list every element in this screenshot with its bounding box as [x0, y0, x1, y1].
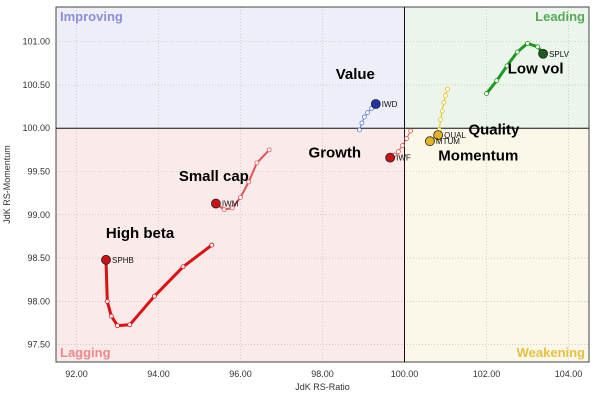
quadrant-weakening	[404, 128, 589, 362]
plot-frame	[55, 6, 590, 363]
series-sphb-point	[151, 293, 157, 299]
annotation-small-cap: Small cap	[179, 168, 249, 185]
series-splv-point	[504, 63, 510, 69]
y-tick-label: 100.00	[22, 123, 50, 133]
series-iwd-head	[370, 99, 381, 109]
series-qual-head	[433, 130, 444, 141]
series-sphb-tail	[104, 243, 214, 328]
quadrant-leading	[404, 7, 589, 129]
x-tick-label: 98.00	[311, 369, 334, 379]
series-splv-point	[494, 78, 500, 83]
series-iwd-point	[365, 110, 371, 116]
series-iwm-head	[210, 198, 221, 209]
series-iwd-point	[359, 120, 365, 126]
series-iwm-point	[266, 147, 272, 153]
series-sphb-head	[101, 254, 111, 265]
series-iwf-head	[385, 152, 396, 163]
y-tick-label: 98.00	[27, 296, 50, 306]
x-tick-label: 104.00	[555, 369, 583, 379]
x-tick-label: 94.00	[147, 369, 170, 379]
series-splv-point	[535, 44, 541, 50]
series-mtum-label: MTUM	[436, 137, 460, 146]
series-iwd-point	[356, 127, 362, 133]
series-iwf-point	[400, 143, 405, 148]
annotation-growth: Growth	[309, 145, 362, 162]
x-tick-label: 96.00	[229, 369, 252, 379]
series-iwf-point	[395, 149, 401, 154]
y-tick-label: 99.00	[27, 210, 50, 220]
series-sphb-point	[127, 322, 133, 328]
series-iwf-label: IWF	[396, 154, 411, 163]
quadrant-label-improving: Improving	[60, 9, 123, 24]
y-tick-label: 98.50	[27, 253, 50, 263]
annotation-momentum: Momentum	[438, 147, 518, 164]
series-qual-point	[441, 99, 447, 105]
quadrant-label-lagging: Lagging	[60, 345, 111, 360]
quadrant-label-weakening: Weakening	[517, 345, 585, 360]
series-splv-label: SPLV	[549, 50, 570, 59]
y-tick-label: 101.00	[22, 37, 50, 47]
series-iwm-point	[221, 207, 227, 213]
quadrant-improving	[56, 7, 405, 129]
series-sphb-point	[209, 242, 215, 248]
series-qual-point	[443, 92, 448, 98]
quadrant-lagging	[56, 128, 405, 362]
series-splv-head	[538, 48, 548, 59]
series-sphb-label: SPHB	[112, 256, 134, 265]
series-iwd-point	[361, 114, 367, 120]
series-splv-point	[525, 40, 530, 46]
series-iwm-point	[254, 160, 260, 166]
y-tick-label: 100.50	[22, 80, 50, 90]
quadrant-label-leading: Leading	[535, 9, 585, 24]
series-iwd-label: IWD	[382, 100, 398, 109]
x-tick-label: 102.00	[473, 369, 501, 379]
series-iwf-point	[408, 128, 414, 134]
series-qual-point	[445, 86, 450, 92]
y-tick-label: 97.50	[27, 340, 50, 350]
series-sphb-point	[108, 313, 114, 319]
annotation-quality: Quality	[468, 121, 520, 138]
x-axis-title: JdK RS-Ratio	[295, 382, 350, 392]
series-mtum-head	[425, 136, 435, 147]
series-splv-point	[484, 91, 489, 96]
series-qual-point	[438, 117, 443, 122]
x-tick-label: 100.00	[391, 369, 419, 379]
series-sphb-point	[115, 323, 120, 329]
series-qual-point	[439, 108, 445, 114]
series-iwf-point	[404, 136, 409, 142]
series-iwm-label: IWM	[222, 200, 239, 209]
series-iwm-point	[238, 195, 243, 200]
series-sphb-point	[104, 298, 110, 304]
x-tick-label: 92.00	[65, 369, 88, 379]
series-iwm-point	[246, 179, 252, 185]
annotation-low-vol: Low vol	[508, 61, 564, 78]
y-tick-label: 99.50	[27, 167, 50, 177]
series-splv-point	[514, 49, 520, 55]
series-iwm-point	[229, 205, 235, 211]
annotation-value: Value	[336, 66, 375, 83]
series-sphb-point	[180, 264, 186, 270]
annotation-high-beta: High beta	[106, 225, 175, 242]
series-qual-label: QUAL	[444, 131, 466, 140]
y-axis-title: JdK RS-Momentum	[2, 145, 12, 224]
